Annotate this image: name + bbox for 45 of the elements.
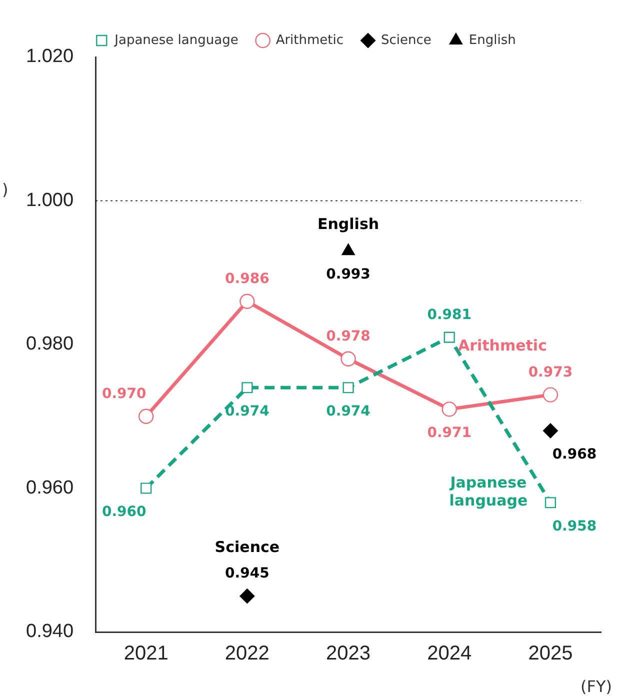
y-tick-label: 0.940 xyxy=(26,621,74,642)
data-label: 0.945 xyxy=(225,566,270,582)
annotation: Science xyxy=(214,538,280,556)
data-label: 0.978 xyxy=(326,328,370,345)
y-tick-label: 1.020 xyxy=(26,46,74,68)
point xyxy=(138,408,154,424)
point xyxy=(542,423,558,438)
point xyxy=(140,482,152,494)
y-axis-title: ) xyxy=(2,180,8,199)
annotation: Arithmetic xyxy=(458,336,547,355)
annotation: Japanese language xyxy=(449,474,528,510)
point xyxy=(544,497,556,508)
y-tick-label: 1.000 xyxy=(26,190,74,211)
data-label: 0.973 xyxy=(528,364,573,380)
legend-label: Science xyxy=(381,32,432,48)
point xyxy=(444,332,455,343)
data-label: 0.958 xyxy=(552,518,597,534)
x-tick-label: 2025 xyxy=(528,642,573,665)
point xyxy=(240,294,255,309)
x-tick-label: 2024 xyxy=(427,642,472,665)
data-label: 0.993 xyxy=(326,266,370,283)
annotation: English xyxy=(317,214,380,233)
x-tick-label: 2021 xyxy=(124,642,168,665)
x-tick-label: 2023 xyxy=(326,642,371,665)
legend-label: Arithmetic xyxy=(276,32,344,48)
data-label: 0.968 xyxy=(552,446,597,462)
legend-label: English xyxy=(468,32,516,48)
x-axis-title: (FY) xyxy=(580,677,612,696)
point xyxy=(342,382,354,394)
point xyxy=(242,382,253,394)
point xyxy=(240,588,255,604)
point xyxy=(342,244,355,256)
x-tick-label: 2022 xyxy=(224,642,270,665)
point xyxy=(542,387,558,402)
data-label: 0.974 xyxy=(326,403,371,420)
legend-label: Japanese language xyxy=(114,32,238,48)
point xyxy=(340,351,356,366)
data-label: 0.986 xyxy=(225,271,270,288)
data-label: 0.960 xyxy=(102,504,146,520)
y-tick-label: 0.980 xyxy=(26,334,74,355)
data-label: 0.971 xyxy=(427,424,472,441)
data-label: 0.970 xyxy=(102,386,146,402)
data-label: 0.981 xyxy=(427,306,472,323)
point xyxy=(442,402,457,417)
y-tick-label: 0.960 xyxy=(26,477,74,498)
